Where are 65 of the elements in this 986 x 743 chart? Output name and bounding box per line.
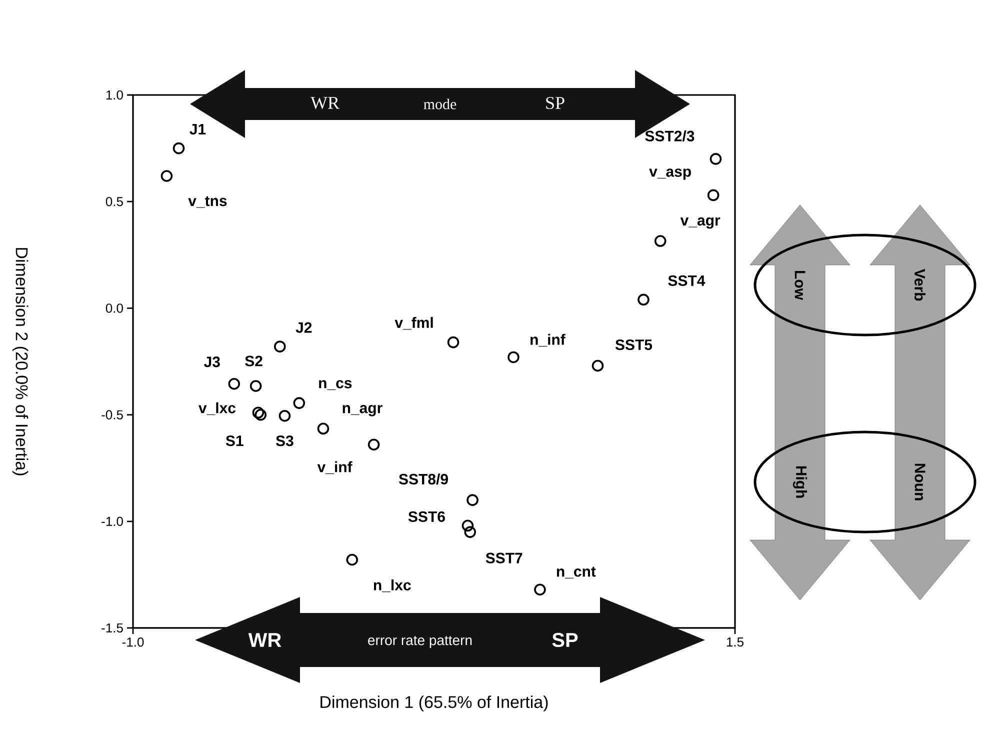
point	[346, 554, 358, 566]
point	[278, 410, 291, 422]
point	[252, 406, 264, 419]
y-tick-label: -0.5	[102, 410, 123, 420]
point	[462, 520, 474, 532]
annotation: SST8/9	[398, 473, 448, 485]
text: Low	[794, 270, 806, 300]
annotation: n_lxc	[374, 579, 411, 592]
annotation: n_cnt	[556, 566, 596, 578]
annotation: v_lxc	[198, 402, 236, 416]
y-tick-label: -1.5	[102, 623, 123, 633]
annotation: v_inf	[317, 461, 352, 474]
point	[508, 351, 520, 364]
y-tick-label: -1.0	[102, 516, 123, 526]
annotation: v_agr	[680, 217, 720, 229]
annotation: SP	[546, 96, 564, 110]
point	[447, 336, 460, 348]
y-axis-title: Dimension 2 (20.0% of Inertia)	[12, 248, 28, 476]
annotation: S1	[226, 435, 244, 446]
annotation: v_asp	[649, 168, 691, 180]
point	[250, 380, 262, 392]
text: High	[792, 466, 808, 498]
y-tick-label: 0.5	[106, 196, 123, 206]
annotation: J3	[204, 356, 220, 368]
annotation: n_inf	[530, 334, 566, 347]
x-axis-title: Dimension 1 (65.5% of Inertia)	[320, 696, 548, 712]
point	[368, 438, 380, 451]
y-tick-label: 0.0	[106, 304, 123, 313]
annotation: v_fml	[394, 316, 433, 330]
point	[228, 378, 240, 390]
point	[592, 360, 604, 372]
point	[254, 408, 267, 421]
annotation: v_tns	[188, 196, 227, 208]
x-tick-label: 1.5	[726, 638, 744, 647]
annotation: SST2/3	[645, 130, 694, 142]
text: WR	[248, 633, 282, 647]
text: Noun	[914, 464, 926, 500]
point	[710, 153, 722, 165]
point	[638, 294, 650, 306]
annotation: J2	[296, 322, 312, 333]
point	[466, 494, 478, 506]
point	[707, 189, 720, 202]
point	[274, 340, 286, 352]
text: error rate pattern	[368, 636, 472, 648]
annotation: SST5	[615, 339, 652, 350]
annotation: WR	[310, 96, 340, 110]
annotation: SST6	[408, 511, 445, 522]
point	[160, 170, 173, 182]
annotation: SST7	[486, 552, 522, 564]
annotation: n_cs	[319, 380, 352, 390]
annotation: S2	[245, 356, 262, 366]
annotation: SST4	[668, 275, 706, 286]
point	[293, 397, 306, 409]
point	[172, 142, 185, 154]
point	[654, 235, 666, 247]
point	[464, 526, 476, 538]
text: SP	[552, 632, 578, 648]
annotation: n_agr	[342, 405, 382, 416]
text: Verb	[914, 268, 926, 301]
annotation: S3	[276, 436, 294, 446]
point	[534, 584, 546, 596]
annotation: mode	[424, 98, 456, 110]
annotation: J1	[190, 124, 206, 135]
point	[317, 422, 330, 435]
y-tick-label: 1.0	[106, 90, 123, 100]
